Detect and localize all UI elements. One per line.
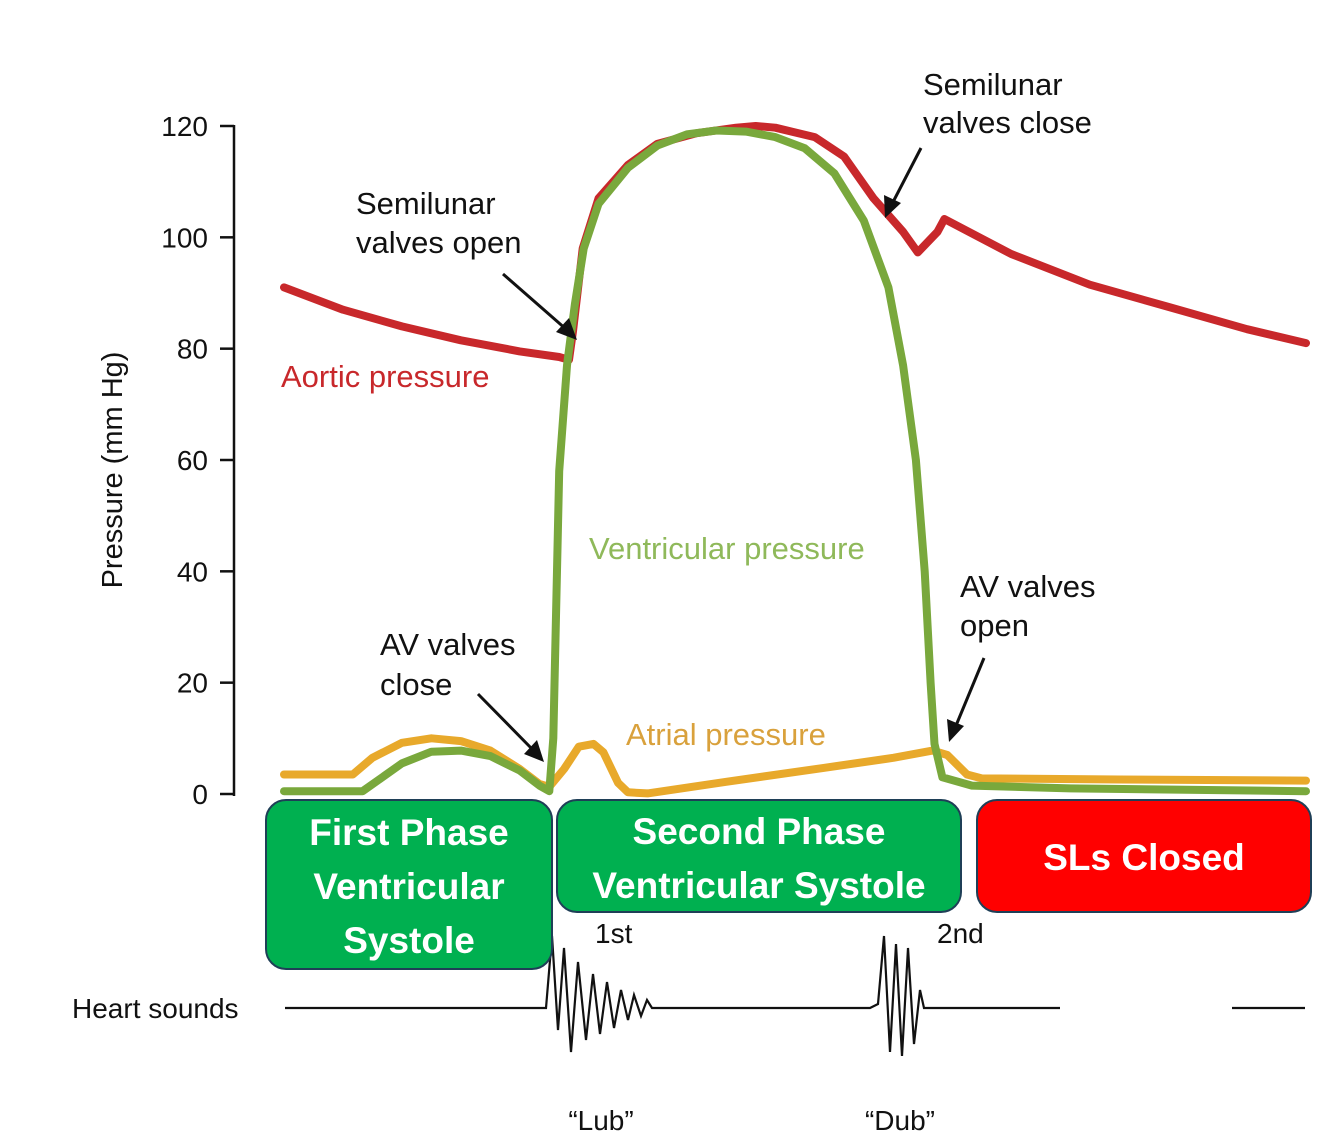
series-label-aortic: Aortic pressure [281, 359, 489, 394]
series-label-atrial: Atrial pressure [626, 717, 826, 752]
phase-box-second: Second Phase Ventricular Systole [556, 799, 962, 913]
annotation-av-close-arrow [476, 692, 537, 754]
y-tick-label-60: 60 [177, 445, 208, 476]
phase-box-sls-closed: SLs Closed [976, 799, 1312, 913]
second-sound-label: 2nd [937, 918, 984, 949]
phase-box-second-bg [556, 799, 962, 913]
annotation-av-close-line1: AV valves [380, 627, 516, 662]
annotation-sl-open-arrowhead [556, 318, 577, 340]
phase-box-second-line2: Ventricular Systole [592, 865, 925, 906]
phase-box-first-line3: Systole [343, 920, 475, 961]
phase-box-first: First Phase Ventricular Systole [265, 799, 553, 970]
lub-label: “Lub” [568, 1105, 633, 1136]
annotation-av-close-line2: close [380, 667, 452, 702]
heart-sounds-label: Heart sounds [72, 993, 239, 1024]
y-axis-label: Pressure (mm Hg) [97, 352, 129, 589]
annotation-sl-close-arrow [890, 147, 923, 205]
annotation-av-open-arrowhead [947, 719, 964, 742]
phase-box-first-line2: Ventricular [313, 866, 504, 907]
annotation-sl-open: Semilunar valves open [356, 186, 577, 340]
annotation-av-open: AV valves open [947, 569, 1096, 742]
y-tick-label-100: 100 [161, 222, 208, 253]
annotation-sl-close-line1: Semilunar [923, 67, 1063, 102]
phase-box-sls-closed-line1: SLs Closed [1043, 837, 1245, 878]
annotation-sl-close-line2: valves close [923, 105, 1092, 140]
series-line-ventricular [280, 126, 1310, 796]
phase-box-first-bg [265, 799, 553, 970]
annotation-av-close: AV valves close [380, 627, 544, 762]
annotation-sl-close: Semilunar valves close [884, 67, 1092, 218]
series-line-aortic [280, 122, 1310, 364]
y-tick-label-40: 40 [177, 556, 208, 587]
phase-box-first-line1: First Phase [309, 812, 508, 853]
dub-label: “Dub” [865, 1105, 935, 1136]
annotation-sl-close-arrowhead [884, 195, 901, 218]
heart-sounds-trace [285, 935, 1060, 1057]
phase-box-sls-closed-bg [976, 799, 1312, 913]
y-axis: 0 20 40 60 80 100 120 Pressure (mm Hg) [97, 111, 236, 810]
annotation-av-open-line1: AV valves [960, 569, 1096, 604]
phase-box-second-line1: Second Phase [633, 811, 886, 852]
series-layer [280, 122, 1310, 798]
heart-sounds: Heart sounds 1st 2nd “Lub” “Dub” [72, 918, 1305, 1136]
y-tick-label-0: 0 [192, 779, 208, 810]
series-label-ventricular: Ventricular pressure [589, 531, 865, 566]
series-line-atrial [280, 734, 1310, 798]
annotation-sl-open-line2: valves open [356, 225, 521, 260]
annotation-av-close-arrowhead [524, 740, 544, 762]
annotation-av-open-arrow [953, 657, 986, 729]
y-tick-label-120: 120 [161, 111, 208, 142]
y-tick-label-20: 20 [177, 668, 208, 699]
annotation-sl-open-arrow [502, 272, 568, 332]
y-tick-label-80: 80 [177, 334, 208, 365]
annotation-av-open-line2: open [960, 608, 1029, 643]
annotation-sl-open-line1: Semilunar [356, 186, 496, 221]
first-sound-label: 1st [595, 918, 633, 949]
